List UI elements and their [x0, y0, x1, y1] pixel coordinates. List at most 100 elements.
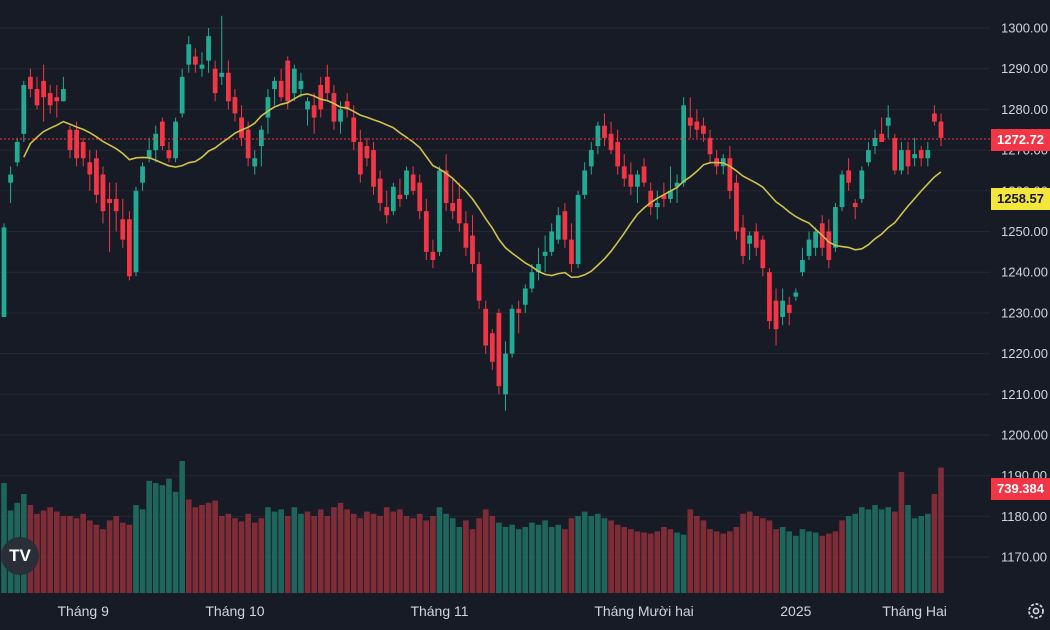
candle-body — [582, 170, 588, 195]
volume-bar — [707, 529, 713, 593]
candle-body — [780, 300, 786, 317]
candle-body — [470, 235, 475, 265]
volume-bar — [931, 494, 938, 593]
candle-body — [767, 272, 772, 322]
volume-bar — [443, 513, 449, 593]
volume-bar — [489, 516, 496, 593]
x-axis[interactable]: Tháng 9 Tháng 10 Tháng 11 Tháng Mười hai 202… — [57, 603, 946, 619]
candle-body — [615, 141, 621, 167]
candle-body — [687, 117, 693, 126]
candle-body — [773, 300, 779, 330]
volume-bar — [238, 521, 245, 593]
volume-bar — [383, 507, 390, 593]
candle-body — [859, 170, 865, 199]
candle-body — [28, 76, 33, 90]
y-tick-label: 1210.00 — [1001, 387, 1048, 402]
candle-body — [245, 129, 251, 159]
candle-body — [252, 158, 258, 167]
candle-body — [192, 56, 198, 65]
volume-bar — [278, 509, 284, 593]
volume-bar — [727, 531, 733, 593]
volume-bar — [463, 520, 469, 593]
volume-bar — [614, 524, 621, 593]
candle-body — [140, 166, 145, 183]
candle-body — [536, 264, 541, 273]
volume-bar — [126, 524, 133, 593]
volume-bar — [885, 507, 892, 593]
candle-body — [621, 166, 627, 179]
candle-body — [800, 259, 805, 273]
volume-bar — [291, 507, 298, 593]
candle-body — [456, 198, 462, 224]
candle-body — [146, 150, 152, 159]
volume-bar — [568, 518, 575, 593]
candle-body — [555, 215, 561, 240]
volume-bar — [892, 511, 898, 593]
gear-icon[interactable] — [1025, 600, 1047, 622]
volume-bar — [826, 533, 832, 593]
volume-bar — [496, 522, 502, 593]
candle-body — [701, 125, 706, 134]
grid-lines — [0, 27, 990, 558]
candle-body — [588, 150, 594, 167]
volume-bar — [713, 531, 720, 593]
candle-body — [133, 190, 139, 273]
candle-body — [410, 174, 416, 191]
candle-body — [338, 109, 343, 122]
candle-body — [483, 308, 489, 346]
x-tick-label: 2025 — [780, 603, 811, 619]
candle-body — [153, 133, 159, 151]
volume-bar — [67, 516, 73, 593]
volume-bar — [212, 500, 218, 593]
volume-bar — [839, 520, 845, 593]
volume-bar — [370, 513, 377, 593]
candle-body — [74, 129, 79, 159]
candle-body — [852, 203, 858, 208]
volume-bar — [205, 502, 212, 593]
candle-body — [371, 150, 376, 187]
volume-bar — [324, 516, 331, 593]
volume-bar — [687, 509, 694, 593]
volume-bar — [667, 529, 674, 593]
candle-body — [41, 80, 46, 98]
volume-label: 739.384 — [991, 478, 1050, 500]
candle-body — [47, 93, 53, 106]
volume-bar — [865, 509, 872, 593]
volume-bar — [819, 535, 826, 593]
candle-body — [562, 211, 568, 240]
candle-body — [351, 117, 357, 142]
candle-body — [575, 194, 581, 265]
volume-bar — [621, 527, 628, 593]
candle-body — [364, 146, 370, 159]
candle-body — [298, 80, 304, 90]
volume-bar — [337, 502, 344, 593]
tradingview-logo[interactable]: TV — [1, 537, 39, 575]
volume-bar — [416, 513, 423, 593]
candle-body — [390, 186, 396, 212]
candle-body — [549, 231, 555, 252]
candle-body — [258, 129, 264, 147]
volume-bar — [298, 513, 304, 593]
volume-bar — [529, 522, 535, 593]
y-tick-label: 1280.00 — [1001, 102, 1048, 117]
candle-body — [516, 308, 522, 313]
candle-body — [793, 292, 799, 297]
volume-bar — [562, 529, 568, 593]
volume-bar — [548, 527, 555, 593]
candle-body — [734, 182, 739, 232]
volume-bar — [647, 533, 654, 593]
candle-body — [94, 158, 99, 195]
volume-bar — [119, 522, 126, 593]
candle-body — [285, 60, 291, 102]
candle-body — [826, 231, 832, 260]
candle-body — [912, 154, 917, 159]
volume-bar — [812, 532, 819, 593]
candle-body — [21, 84, 27, 134]
volume-bar — [47, 507, 53, 593]
volume-bar — [139, 509, 146, 593]
volume-bar — [423, 520, 430, 593]
volume-bar — [218, 516, 225, 593]
candle-body — [595, 125, 601, 147]
candle-body — [61, 89, 66, 102]
candle-body — [384, 207, 390, 216]
